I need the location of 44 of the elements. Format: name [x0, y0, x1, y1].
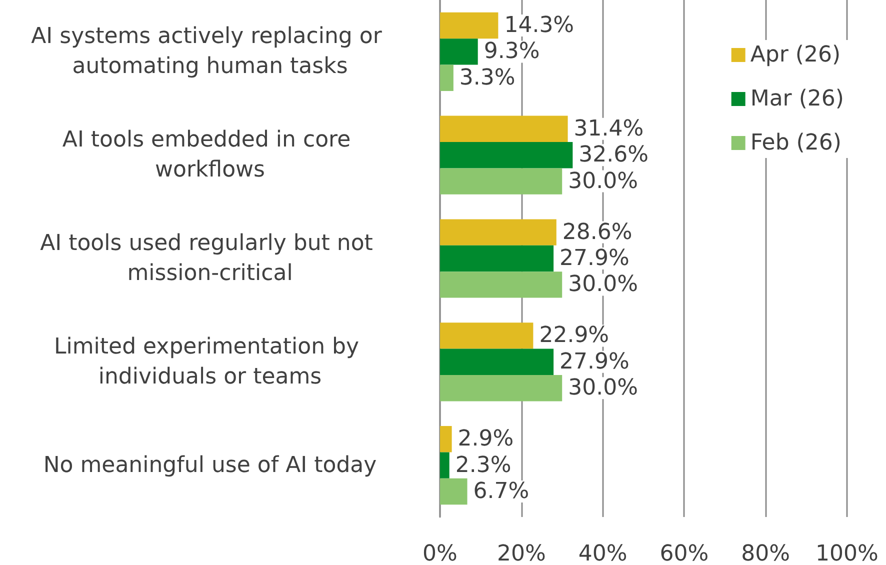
legend-label: Mar (26) [750, 86, 844, 112]
legend-label: Feb (26) [750, 130, 842, 156]
data-label: 3.3% [459, 65, 516, 90]
bar [440, 322, 534, 349]
data-label: 30.0% [568, 168, 638, 194]
data-label: 27.9% [560, 246, 630, 271]
data-label: 6.7% [473, 478, 530, 504]
y-tick-label: Limited experimentation by individuals or teams [54, 334, 366, 390]
bar [440, 64, 454, 91]
data-label: 2.9% [458, 426, 514, 452]
bar [440, 168, 562, 194]
bar [440, 452, 450, 478]
y-tick-label: AI tools embedded in core workflows [62, 128, 358, 183]
data-label: 30.0% [568, 272, 638, 298]
bar [440, 38, 478, 65]
y-tick-label: AI tools used regularly but not mission-critical [40, 231, 380, 286]
data-label: 22.9% [539, 323, 610, 348]
data-label: 14.3% [504, 13, 574, 38]
data-label: 31.4% [574, 116, 644, 142]
legend-label: Apr (26) [750, 42, 841, 68]
x-tick-label: 40% [578, 542, 628, 565]
x-tick-label: 100% [816, 542, 878, 565]
bar [440, 426, 452, 452]
bar [440, 116, 568, 142]
data-label: 9.3% [484, 39, 540, 64]
data-label: 27.9% [560, 349, 630, 374]
data-label: 2.3% [455, 452, 512, 478]
bar [440, 374, 562, 402]
y-tick-label: No meaningful use of AI today [43, 452, 377, 478]
bar [440, 272, 562, 298]
data-label: 28.6% [562, 220, 632, 245]
y-tick-label: AI systems actively replacing or automating human tasks [31, 24, 389, 80]
bar [440, 12, 498, 39]
x-tick-label: 80% [741, 542, 790, 565]
data-label: 30.0% [568, 376, 638, 401]
bar [440, 478, 468, 505]
x-tick-label: 20% [496, 542, 546, 565]
x-tick-label: 60% [660, 542, 709, 565]
bar [440, 348, 554, 375]
data-label: 32.6% [578, 142, 649, 168]
bar [440, 142, 573, 168]
bar [440, 245, 554, 272]
x-tick-label: 0% [422, 542, 458, 565]
bar [440, 219, 556, 246]
